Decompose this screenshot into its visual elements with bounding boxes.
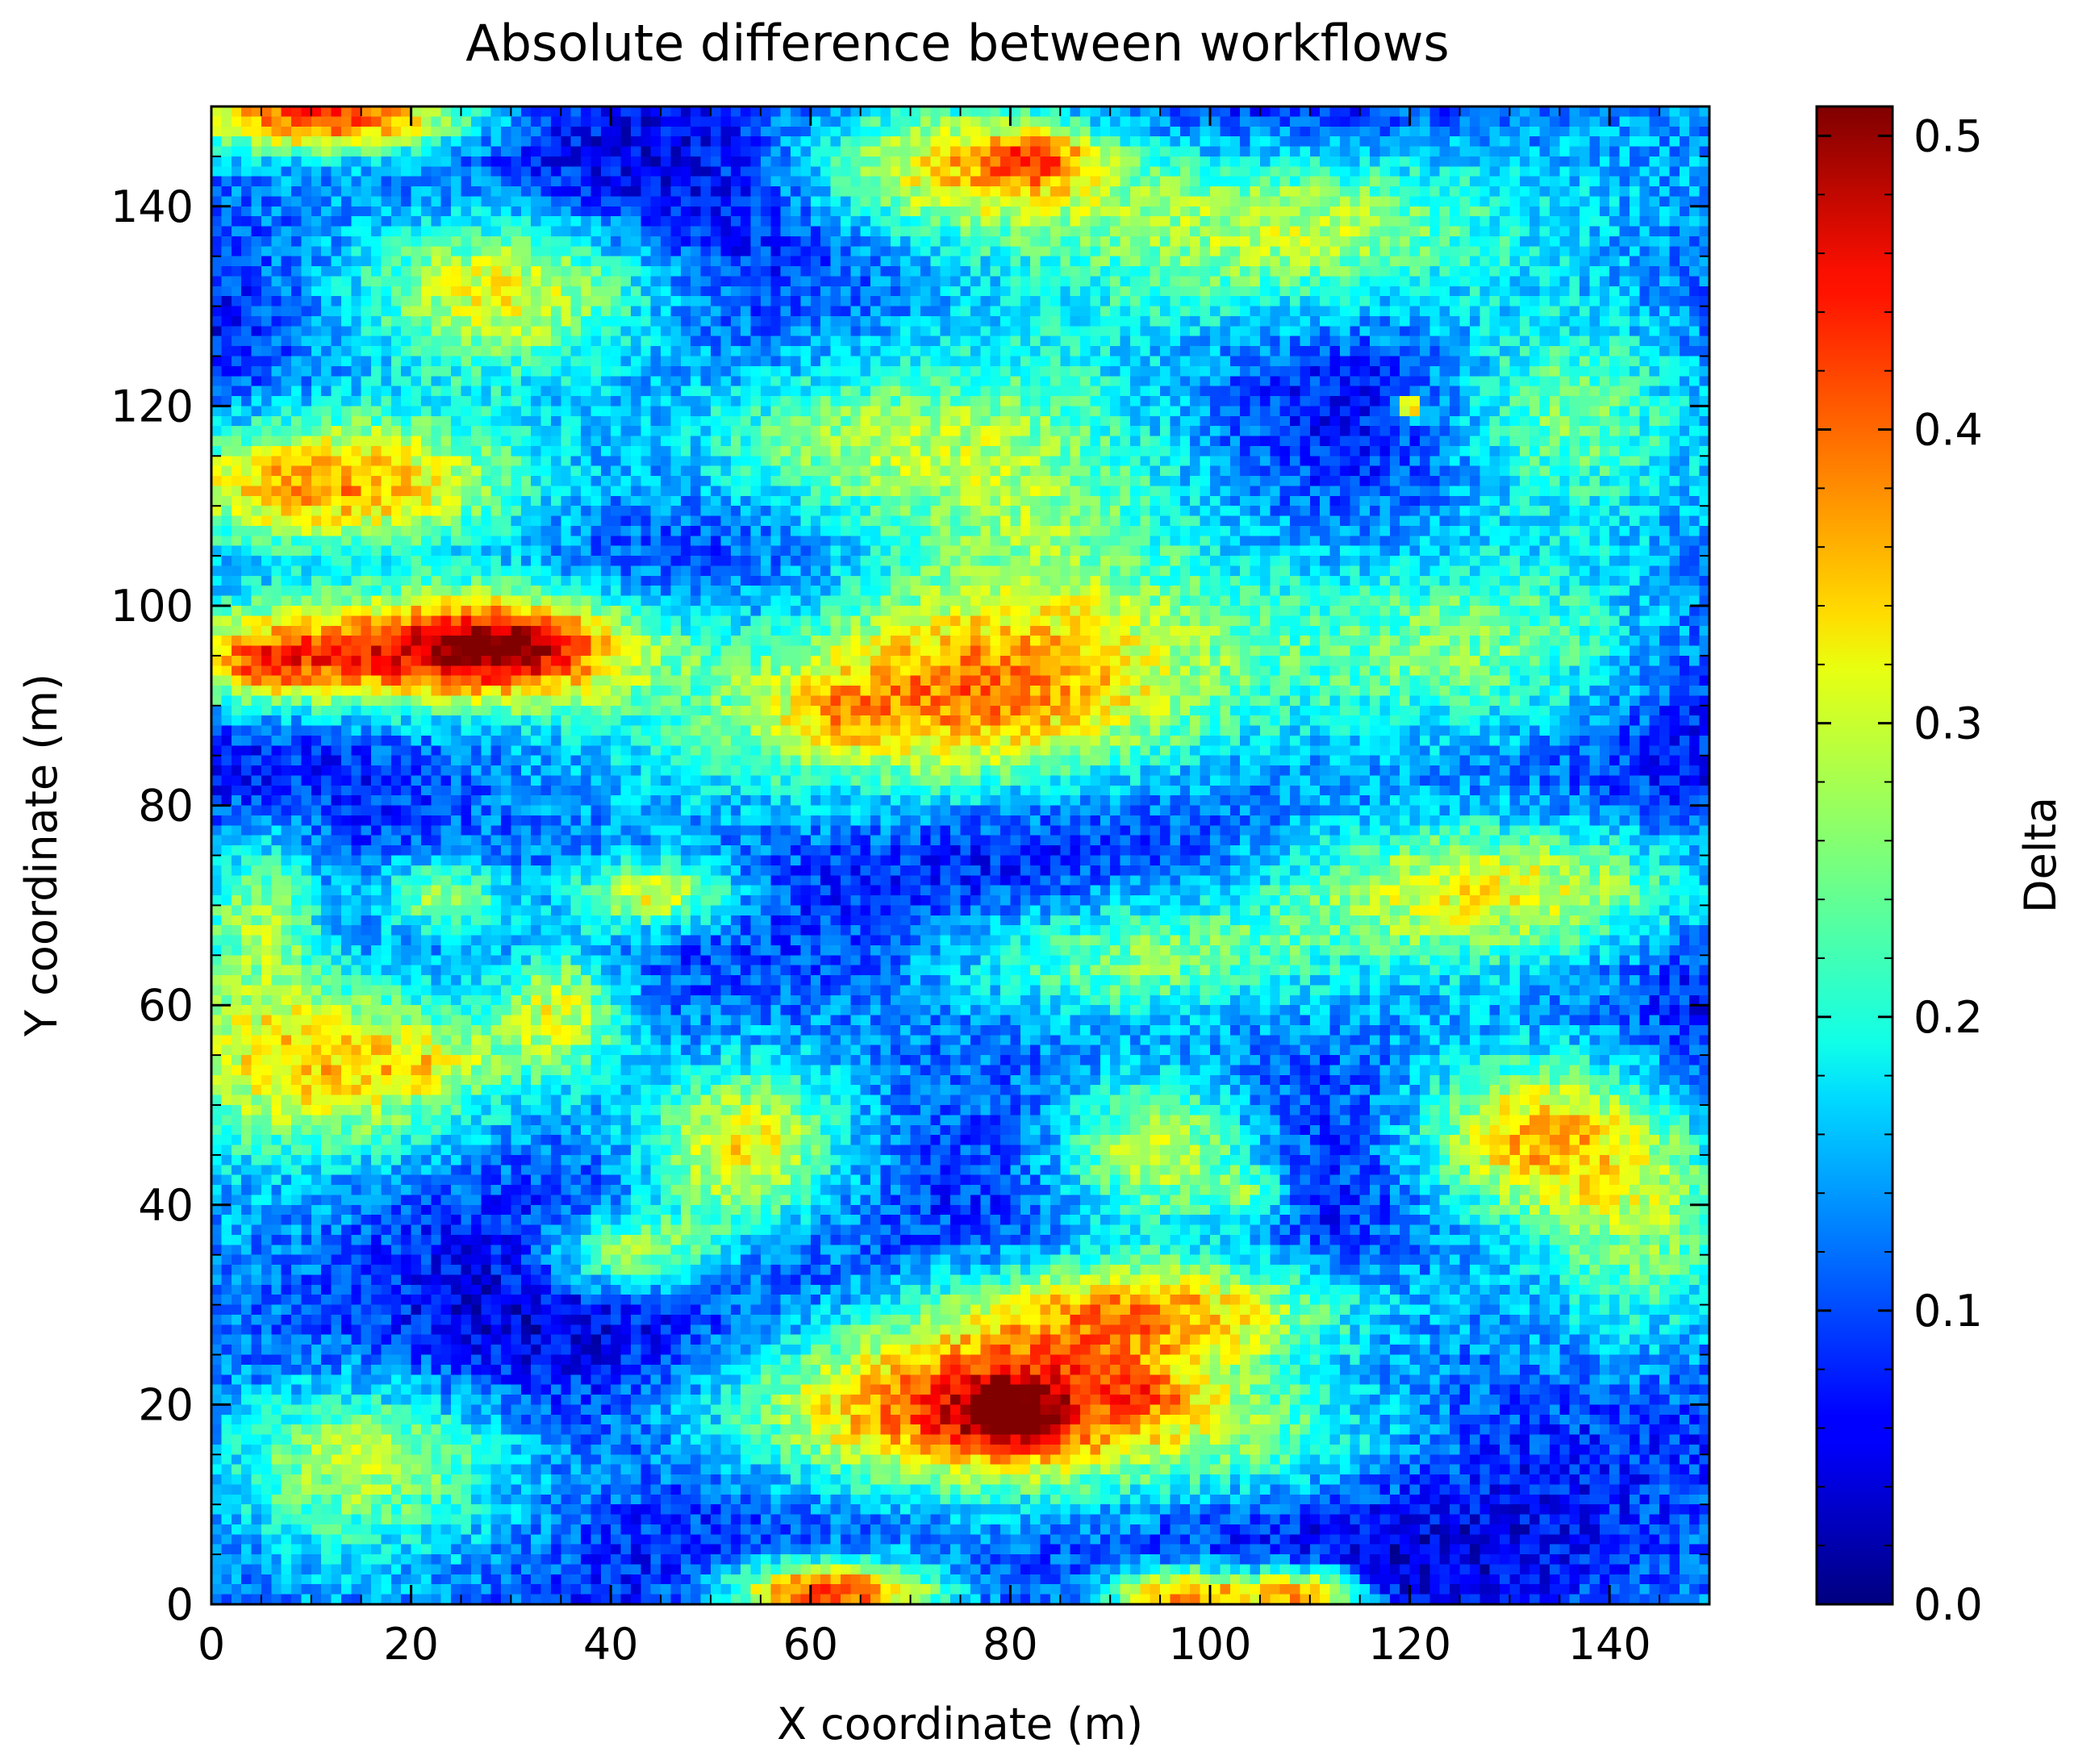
- x-tick-label: 20: [383, 1619, 439, 1670]
- heatmap-cells: [211, 106, 1709, 1604]
- y-tick-label: 140: [111, 181, 194, 232]
- colorbar: 0.0 0.1 0.2 0.3 0.4 0.5 Delta: [1815, 105, 2066, 1630]
- colorbar-label: Delta: [2015, 797, 2066, 913]
- y-tick-label: 0: [166, 1579, 194, 1630]
- x-tick-label: 60: [782, 1619, 838, 1670]
- x-tick-label: 0: [198, 1619, 225, 1670]
- x-tick-label: 100: [1168, 1619, 1251, 1670]
- colorbar-tick-label: 0.3: [1913, 699, 1983, 749]
- x-tick-label: 140: [1568, 1619, 1651, 1670]
- x-axis-label: X coordinate (m): [777, 1699, 1143, 1749]
- y-tick-label: 80: [138, 781, 194, 832]
- colorbar-tick-label: 0.0: [1913, 1579, 1983, 1630]
- y-tick-label: 60: [138, 980, 194, 1031]
- y-axis-label: Y coordinate (m): [16, 673, 67, 1037]
- y-tick-label: 40: [138, 1180, 194, 1231]
- colorbar-tick-label: 0.5: [1913, 111, 1983, 161]
- colorbar-tick-label: 0.1: [1913, 1286, 1983, 1337]
- x-tick-label: 80: [983, 1619, 1038, 1670]
- x-tick-label: 120: [1368, 1619, 1451, 1670]
- y-tick-label: 100: [111, 581, 194, 632]
- colorbar-ticks: 0.0 0.1 0.2 0.3 0.4 0.5: [1817, 111, 1983, 1630]
- y-tick-label: 20: [138, 1379, 194, 1430]
- x-tick-label: 40: [583, 1619, 639, 1670]
- colorbar-tick-label: 0.4: [1913, 405, 1983, 456]
- chart-title: Absolute difference between workflows: [465, 14, 1449, 73]
- y-tick-label: 120: [111, 381, 194, 432]
- heatmap-plot-area: [210, 105, 1711, 1606]
- colorbar-gradient: [1815, 105, 1894, 1606]
- axis-ticks: 0 20 40 60 80 100 120 140 0 20 40 60 80 100 120 140: [111, 106, 1710, 1670]
- colorbar-tick-label: 0.2: [1913, 992, 1983, 1043]
